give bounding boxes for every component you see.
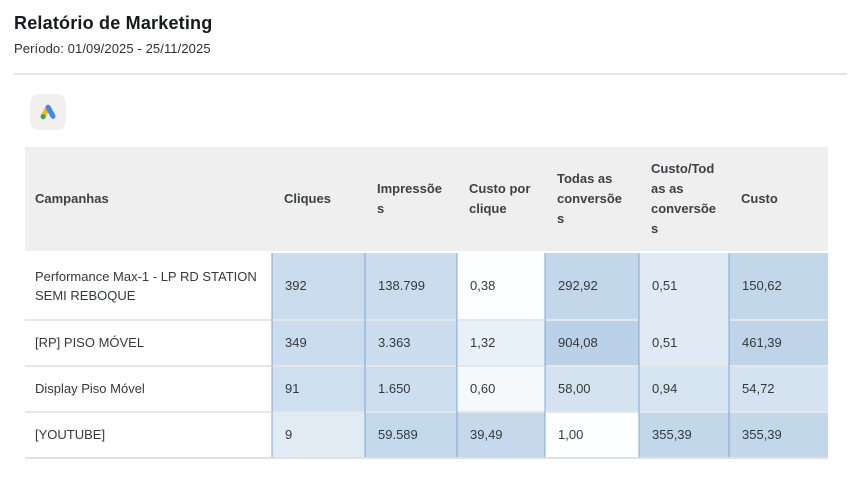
metric-cell: 3.363 <box>364 319 457 366</box>
metric-cell: 39,49 <box>456 411 545 459</box>
column-header-custo-por-clique: Custo por clique <box>457 147 545 252</box>
metric-cell: 0,51 <box>638 319 729 366</box>
header-divider <box>14 73 847 75</box>
google-ads-logo <box>40 104 56 120</box>
column-header-todas-as-conversoes: Todas as conversões <box>545 147 639 252</box>
metric-cell: 0,94 <box>638 365 729 412</box>
metric-cell: 1.650 <box>364 365 457 412</box>
metric-cell: 392 <box>271 251 365 320</box>
metric-cell: 1,32 <box>456 319 545 366</box>
metric-cell: 904,08 <box>544 319 639 366</box>
column-header-custo: Custo <box>729 147 828 252</box>
metric-cell: 349 <box>271 319 365 366</box>
column-header-impressoes: Impressões <box>365 147 457 252</box>
metric-cell: 1,00 <box>544 411 639 459</box>
table-header: Campanhas Cliques Impressões Custo por c… <box>25 147 828 252</box>
table-row: [YOUTUBE] 9 59.589 39,49 1,00 355,39 355,39 <box>25 411 828 459</box>
campaign-name-cell: Display Piso Móvel <box>25 365 272 412</box>
column-header-custo-todas-as-conversoes: Custo/Todas as conversões <box>639 147 729 252</box>
table-row: Performance Max-1 - LP RD STATION SEMI R… <box>25 251 828 320</box>
page-title: Relatório de Marketing <box>14 13 213 33</box>
metric-cell: 0,60 <box>456 365 545 412</box>
table-row: Display Piso Móvel 91 1.650 0,60 58,00 0,94 54… <box>25 365 828 412</box>
metric-cell: 91 <box>271 365 365 412</box>
campaign-name-cell: Performance Max-1 - LP RD STATION SEMI R… <box>25 251 272 320</box>
campaign-metrics-table: Campanhas Cliques Impressões Custo por c… <box>25 147 828 459</box>
metric-cell: 0,51 <box>638 251 729 320</box>
metric-cell: 59.589 <box>364 411 457 459</box>
report-header: Relatório de Marketing Período: 01/09/20… <box>0 0 861 56</box>
metric-cell: 138.799 <box>364 251 457 320</box>
table-body: Performance Max-1 - LP RD STATION SEMI R… <box>25 251 828 459</box>
campaign-name-cell: [YOUTUBE] <box>25 411 272 459</box>
google-ads-icon <box>30 94 66 130</box>
column-header-cliques: Cliques <box>272 147 365 252</box>
metric-cell: 9 <box>271 411 365 459</box>
metric-cell: 461,39 <box>728 319 828 366</box>
table-header-row: Campanhas Cliques Impressões Custo por c… <box>25 147 828 252</box>
metric-cell: 0,38 <box>456 251 545 320</box>
metric-cell: 355,39 <box>728 411 828 459</box>
column-header-campanhas: Campanhas <box>25 147 272 252</box>
metric-cell: 355,39 <box>638 411 729 459</box>
report-period: Período: 01/09/2025 - 25/11/2025 <box>14 41 211 56</box>
metric-cell: 150,62 <box>728 251 828 320</box>
metric-cell: 58,00 <box>544 365 639 412</box>
table-row: [RP] PISO MÓVEL 349 3.363 1,32 904,08 0,51 461… <box>25 319 828 366</box>
metric-cell: 54,72 <box>728 365 828 412</box>
metric-cell: 292,92 <box>544 251 639 320</box>
campaign-name-cell: [RP] PISO MÓVEL <box>25 319 272 366</box>
